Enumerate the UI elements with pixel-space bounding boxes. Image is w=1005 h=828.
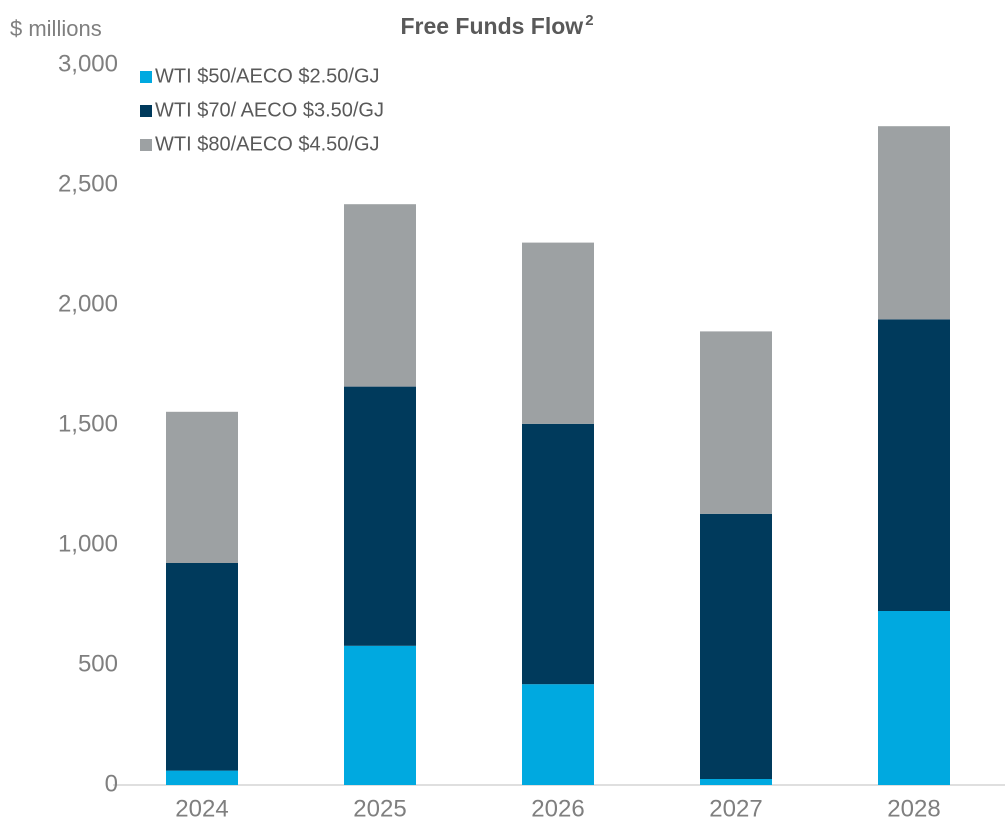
- bar-segment: [344, 645, 416, 785]
- legend-label: WTI $50/AECO $2.50/GJ: [155, 65, 380, 87]
- bar-segment: [166, 563, 238, 771]
- y-axis-label: $ millions: [10, 16, 102, 41]
- bar-segment: [700, 331, 772, 514]
- bar-segment: [700, 779, 772, 785]
- bar-segment: [344, 386, 416, 646]
- bar-segment: [522, 242, 594, 424]
- x-tick-label: 2026: [531, 795, 584, 822]
- title-text: Free Funds Flow: [400, 13, 583, 39]
- y-tick-label: 2,000: [58, 290, 118, 317]
- legend-label: WTI $70/ AECO $3.50/GJ: [155, 99, 384, 121]
- bar-segment: [878, 126, 950, 320]
- x-tick-label: 2024: [175, 795, 228, 822]
- legend-swatch: [140, 139, 152, 151]
- x-tick-label: 2027: [709, 795, 762, 822]
- legend-label: WTI $80/AECO $4.50/GJ: [155, 133, 380, 155]
- bar-segment: [344, 204, 416, 387]
- title-superscript: 2: [585, 12, 593, 29]
- y-tick-label: 1,500: [58, 410, 118, 437]
- bar-segment: [166, 770, 238, 785]
- x-tick-label: 2028: [887, 795, 940, 822]
- bar-segment: [522, 423, 594, 685]
- bar-segment: [700, 513, 772, 779]
- bar-segment: [878, 611, 950, 785]
- y-tick-label: 500: [78, 650, 118, 677]
- legend-swatch: [140, 71, 152, 83]
- y-tick-label: 0: [105, 770, 118, 797]
- x-tick-label: 2025: [353, 795, 406, 822]
- y-tick-label: 3,000: [58, 50, 118, 77]
- bar-segment: [522, 684, 594, 785]
- bar-segment: [166, 411, 238, 563]
- chart-title: Free Funds Flow 2: [400, 12, 593, 39]
- legend-swatch: [140, 105, 152, 117]
- y-tick-label: 1,000: [58, 530, 118, 557]
- y-tick-label: 2,500: [58, 170, 118, 197]
- bar-segment: [878, 319, 950, 611]
